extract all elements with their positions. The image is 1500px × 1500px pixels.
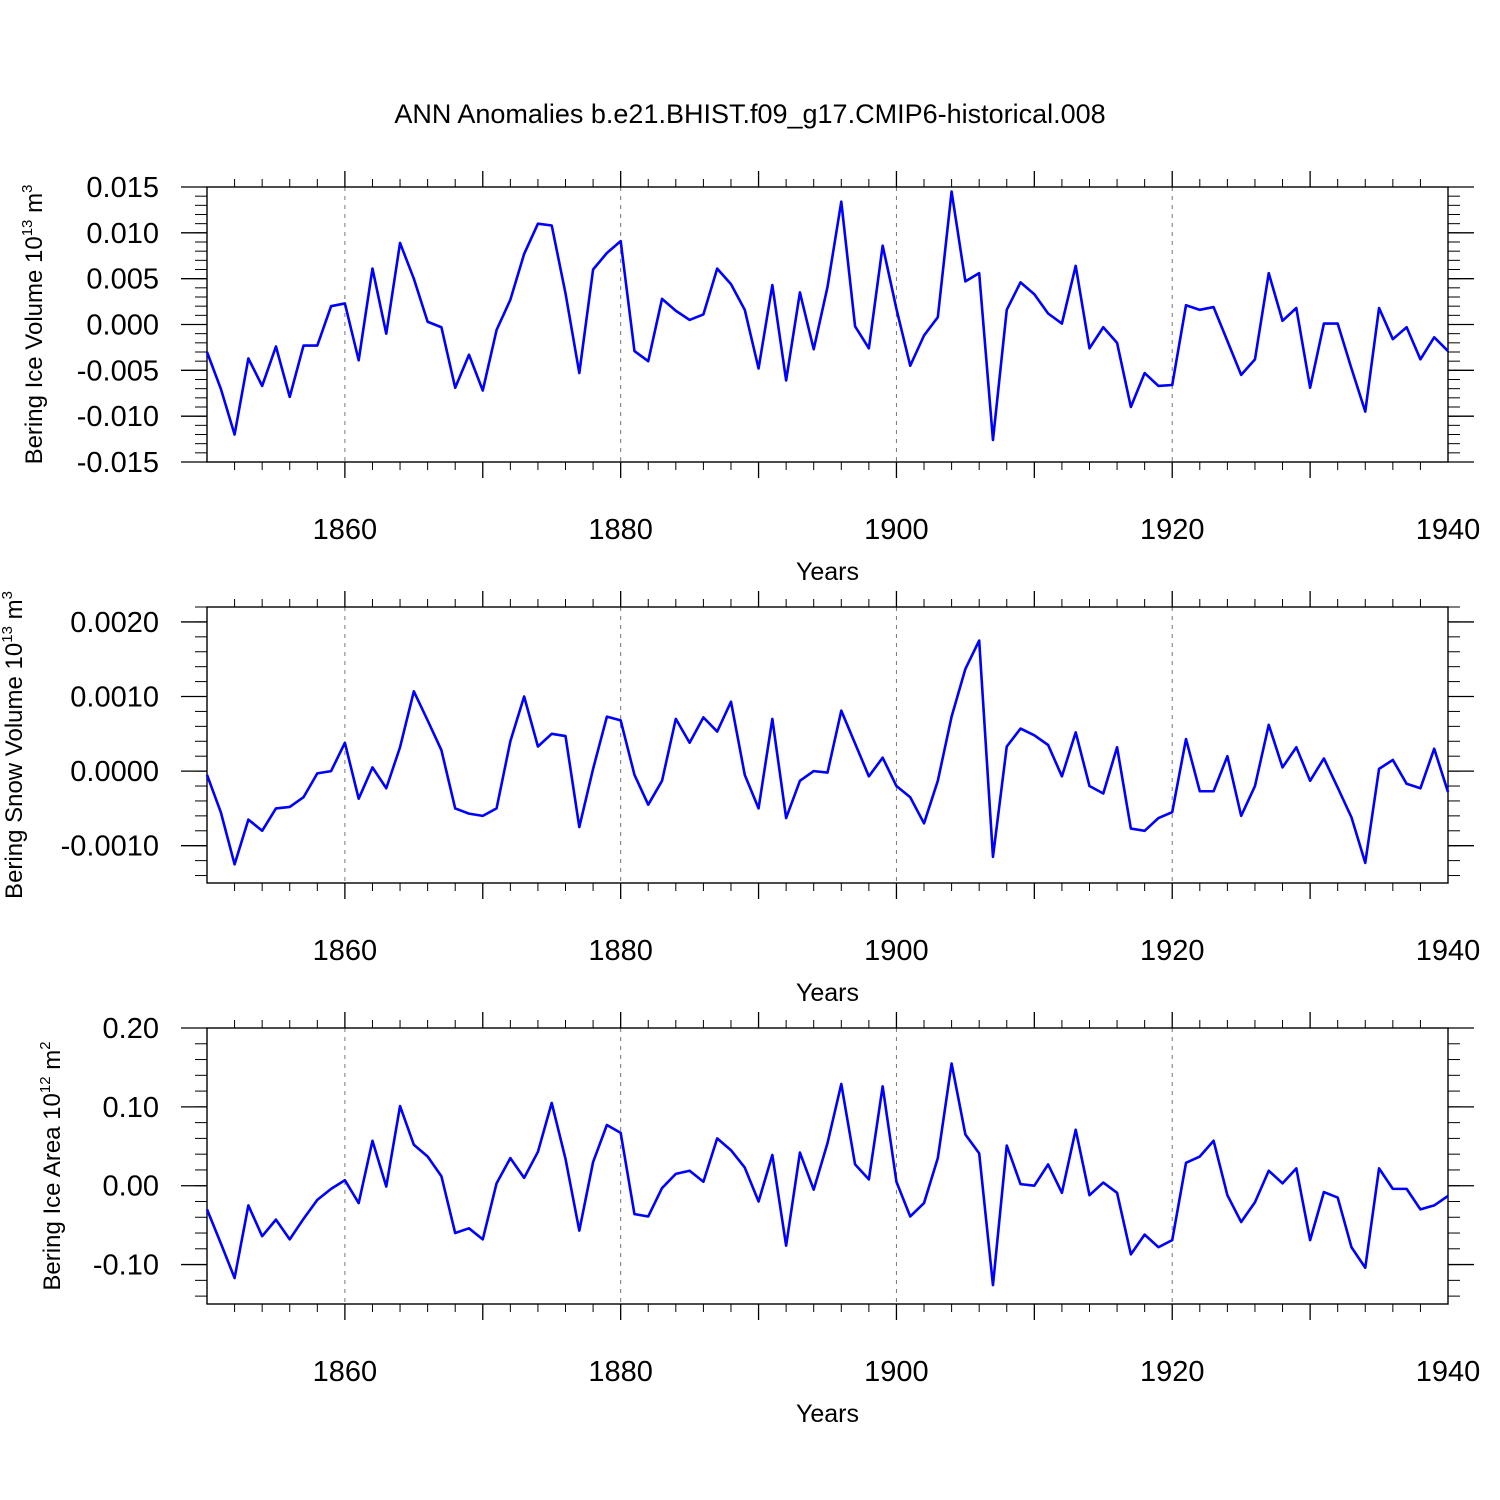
x-tick-label: 1940 [1416, 1356, 1481, 1388]
y-axis-label-text: m [39, 1050, 66, 1077]
y-tick-label: 0.10 [103, 1092, 159, 1124]
series-line [205, 639, 1450, 866]
y-tick-label: 0.010 [86, 218, 159, 250]
x-tick-label: 1880 [588, 1356, 653, 1388]
x-tick-label: 1920 [1140, 1356, 1205, 1388]
x-tick-label: 1900 [864, 1356, 929, 1388]
series-line [205, 1062, 1449, 1287]
y-tick-label: -0.005 [77, 355, 159, 387]
y-tick-label: 0.0010 [70, 682, 159, 714]
y-axis-label: Bering Ice Area 1012 m2 [37, 1041, 66, 1290]
plot-frame [206, 1027, 1449, 1305]
y-axis-label: Bering Ice Volume 1013 m3 [19, 185, 48, 465]
chart-title: ANN Anomalies b.e21.BHIST.f09_g17.CMIP6-… [394, 99, 1105, 129]
y-tick-label: -0.10 [93, 1250, 159, 1282]
y-tick-label: 0.0020 [70, 607, 159, 639]
y-axis-label-text: m [21, 193, 48, 220]
x-tick-label: 1900 [864, 935, 929, 967]
series-line [205, 190, 1449, 442]
panel-3: 1860 1880 1900 1920 1940 -0.10 0.00 0.10 0.20 Yea… [37, 1012, 1480, 1428]
x-tick-label: 1940 [1416, 514, 1481, 546]
y-axis-label: Bering Snow Volume 1013 m3 [0, 591, 28, 899]
x-tick-label: 1880 [588, 935, 653, 967]
x-axis-label: Years [796, 558, 859, 586]
y-axis-label-text: Bering Ice Volume 10 [21, 236, 48, 464]
y-tick-label: -0.015 [77, 447, 159, 479]
y-tick-label: -0.0010 [61, 831, 159, 863]
y-axis-label-superscript: 13 [19, 220, 36, 237]
panel-2: 1860 1880 1900 1920 1940 -0.0010 0.0000 0.0010 0… [0, 591, 1480, 1007]
y-axis-label-superscript: 2 [37, 1041, 54, 1049]
x-axis-label: Years [796, 979, 859, 1007]
x-tick-label: 1920 [1140, 514, 1205, 546]
y-tick-label: 0.000 [86, 310, 159, 342]
plot-frame [206, 186, 1449, 463]
x-tick-label: 1860 [313, 514, 378, 546]
plot-frame [206, 606, 1449, 884]
y-axis-label-superscript: 12 [37, 1076, 54, 1093]
y-axis-label-text: Bering Ice Area 10 [39, 1093, 66, 1290]
x-tick-label: 1880 [588, 514, 653, 546]
x-tick-label: 1940 [1416, 935, 1481, 967]
y-tick-label: 0.0000 [70, 756, 159, 788]
y-tick-label: 0.20 [103, 1013, 159, 1045]
x-tick-label: 1860 [313, 935, 378, 967]
y-axis-label-text: Bering Snow Volume 10 [1, 643, 28, 899]
y-axis-label-superscript: 13 [0, 626, 16, 643]
y-tick-label: 0.015 [86, 172, 159, 204]
y-axis-label-superscript: 3 [19, 185, 36, 193]
y-axis-label-superscript: 3 [0, 591, 16, 599]
x-tick-label: 1920 [1140, 935, 1205, 967]
x-tick-label: 1900 [864, 514, 929, 546]
x-tick-label: 1860 [313, 1356, 378, 1388]
y-tick-label: 0.005 [86, 264, 159, 296]
panel-1: 1860 1880 1900 1920 1940 -0.015 -0.010 -0.005 0.… [19, 171, 1480, 586]
y-axis-label-text: m [1, 599, 28, 626]
x-axis-label: Years [796, 1400, 859, 1428]
y-tick-label: -0.010 [77, 401, 159, 433]
panels-container: 1860 1880 1900 1920 1940 -0.015 -0.010 -0.005 0.… [0, 171, 1480, 1428]
y-tick-label: 0.00 [103, 1171, 159, 1203]
